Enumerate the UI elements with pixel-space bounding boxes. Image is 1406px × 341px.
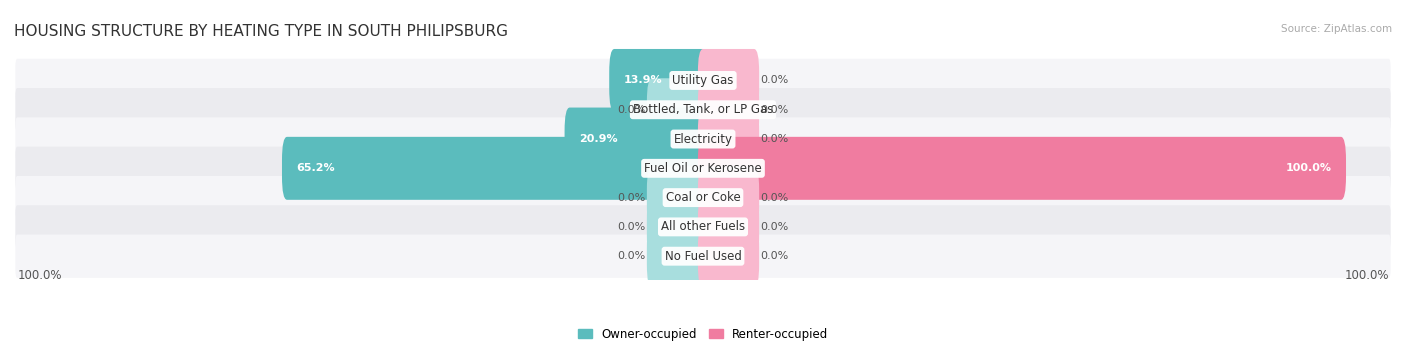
Text: 0.0%: 0.0% [617, 193, 645, 203]
Legend: Owner-occupied, Renter-occupied: Owner-occupied, Renter-occupied [578, 328, 828, 341]
FancyBboxPatch shape [697, 107, 759, 170]
Text: All other Fuels: All other Fuels [661, 220, 745, 233]
Text: 0.0%: 0.0% [761, 193, 789, 203]
Text: 0.0%: 0.0% [761, 105, 789, 115]
Text: 100.0%: 100.0% [1285, 163, 1331, 173]
Text: 0.0%: 0.0% [761, 75, 789, 86]
FancyBboxPatch shape [647, 166, 709, 229]
Text: Source: ZipAtlas.com: Source: ZipAtlas.com [1281, 24, 1392, 34]
Text: 100.0%: 100.0% [1344, 269, 1389, 282]
Text: Electricity: Electricity [673, 133, 733, 146]
FancyBboxPatch shape [15, 117, 1391, 161]
FancyBboxPatch shape [283, 137, 709, 200]
FancyBboxPatch shape [609, 49, 709, 112]
FancyBboxPatch shape [697, 78, 759, 141]
FancyBboxPatch shape [697, 137, 1346, 200]
FancyBboxPatch shape [647, 225, 709, 288]
Text: Bottled, Tank, or LP Gas: Bottled, Tank, or LP Gas [633, 103, 773, 116]
Text: 0.0%: 0.0% [617, 251, 645, 261]
FancyBboxPatch shape [565, 107, 709, 170]
Text: 0.0%: 0.0% [617, 105, 645, 115]
Text: HOUSING STRUCTURE BY HEATING TYPE IN SOUTH PHILIPSBURG: HOUSING STRUCTURE BY HEATING TYPE IN SOU… [14, 24, 508, 39]
FancyBboxPatch shape [647, 195, 709, 258]
FancyBboxPatch shape [697, 166, 759, 229]
Text: 13.9%: 13.9% [624, 75, 662, 86]
FancyBboxPatch shape [15, 88, 1391, 131]
Text: Utility Gas: Utility Gas [672, 74, 734, 87]
Text: 20.9%: 20.9% [579, 134, 617, 144]
FancyBboxPatch shape [15, 59, 1391, 102]
Text: 0.0%: 0.0% [761, 134, 789, 144]
Text: No Fuel Used: No Fuel Used [665, 250, 741, 263]
FancyBboxPatch shape [697, 225, 759, 288]
Text: 100.0%: 100.0% [17, 269, 62, 282]
FancyBboxPatch shape [647, 78, 709, 141]
Text: 0.0%: 0.0% [617, 222, 645, 232]
Text: 0.0%: 0.0% [761, 222, 789, 232]
FancyBboxPatch shape [15, 235, 1391, 278]
Text: 0.0%: 0.0% [761, 251, 789, 261]
Text: 65.2%: 65.2% [297, 163, 335, 173]
FancyBboxPatch shape [15, 176, 1391, 219]
FancyBboxPatch shape [15, 147, 1391, 190]
FancyBboxPatch shape [697, 195, 759, 258]
Text: Fuel Oil or Kerosene: Fuel Oil or Kerosene [644, 162, 762, 175]
Text: Coal or Coke: Coal or Coke [665, 191, 741, 204]
FancyBboxPatch shape [697, 49, 759, 112]
FancyBboxPatch shape [15, 205, 1391, 249]
